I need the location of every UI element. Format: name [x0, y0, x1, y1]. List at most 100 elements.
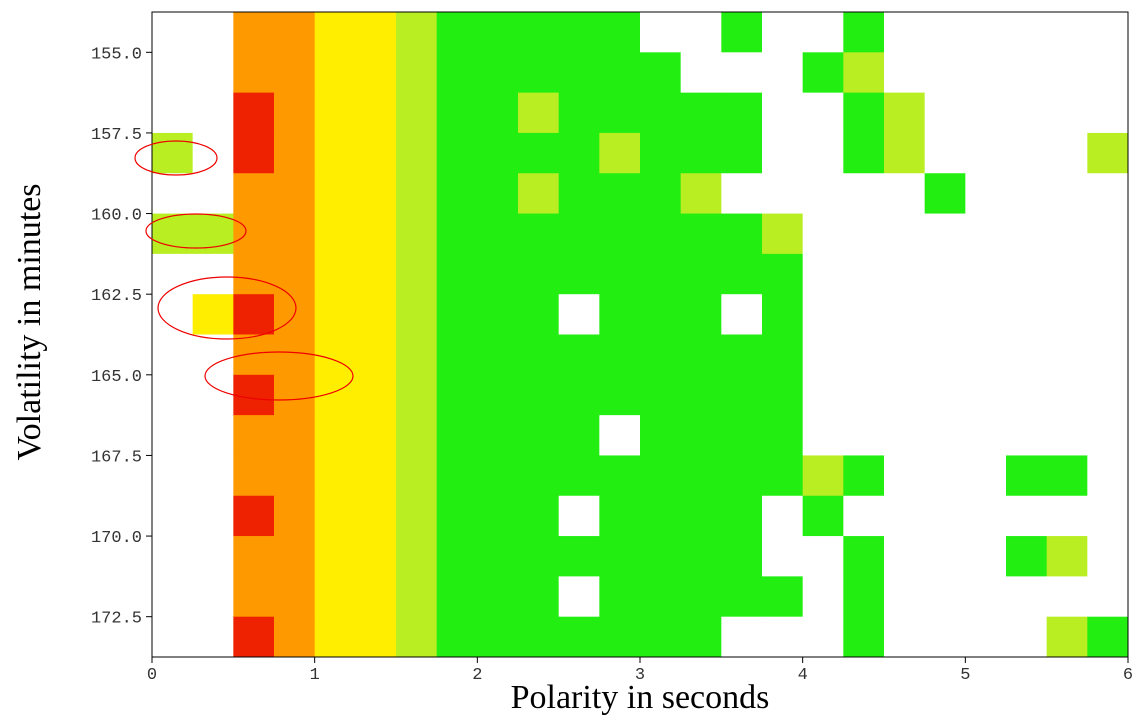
heatmap-cell	[802, 334, 844, 376]
heatmap-cell	[558, 132, 600, 174]
heatmap-cell	[436, 173, 478, 215]
heatmap-cell	[233, 334, 275, 376]
heatmap-cell	[436, 334, 478, 376]
heatmap-cell	[274, 536, 316, 577]
heatmap-cell	[436, 132, 478, 174]
heatmap-cell	[802, 576, 844, 618]
heatmap-cell	[762, 92, 804, 134]
y-tick-label: 167.5	[91, 448, 142, 467]
heatmap-cell	[233, 132, 275, 174]
heatmap-cell	[802, 253, 844, 295]
heatmap-cell	[355, 374, 397, 416]
heatmap-cell	[558, 92, 600, 134]
heatmap-cell	[1046, 132, 1088, 174]
heatmap-cell	[558, 495, 600, 537]
heatmap-cell	[477, 253, 519, 295]
heatmap-cell	[518, 495, 560, 537]
heatmap-cell	[884, 213, 926, 255]
heatmap-cell	[518, 415, 560, 456]
highlight-ellipse	[134, 140, 218, 176]
heatmap-cell	[558, 173, 600, 215]
heatmap-cell	[233, 495, 275, 537]
heatmap-cell	[558, 415, 600, 456]
heatmap-cell	[640, 253, 682, 295]
heatmap-cell	[965, 334, 1007, 376]
heatmap-cell	[843, 92, 885, 134]
heatmap-cell	[436, 495, 478, 537]
heatmap-cell	[436, 576, 478, 618]
x-tick-label: 0	[147, 666, 157, 685]
heatmap-cell	[843, 536, 885, 577]
heatmap-cell	[152, 536, 194, 577]
heatmap-cell	[355, 132, 397, 174]
heatmap-cell	[233, 294, 275, 335]
heatmap-cell	[558, 253, 600, 295]
heatmap-cell	[924, 455, 966, 497]
x-tick-label: 2	[472, 666, 482, 685]
heatmap-cell	[1006, 374, 1048, 416]
heatmap-cell	[233, 12, 275, 53]
heatmap-cell	[721, 415, 763, 456]
heatmap-cell	[599, 576, 641, 618]
x-axis-label: Polarity in seconds	[511, 679, 770, 716]
heatmap-cell	[965, 294, 1007, 335]
heatmap-cell	[436, 52, 478, 94]
heatmap-cell	[152, 173, 194, 215]
highlight-ellipse	[157, 276, 297, 340]
heatmap-cell	[355, 455, 397, 497]
heatmap-cell	[233, 52, 275, 94]
heatmap-cell	[314, 92, 356, 134]
heatmap-cell	[274, 52, 316, 94]
heatmap-cell	[640, 173, 682, 215]
heatmap-cell	[802, 374, 844, 416]
heatmap-cell	[965, 495, 1007, 537]
heatmap-cell	[436, 92, 478, 134]
heatmap-cell	[477, 334, 519, 376]
heatmap-cell	[965, 52, 1007, 94]
heatmap-cell	[436, 374, 478, 416]
x-tick-label: 1	[310, 666, 320, 685]
heatmap-cell	[599, 455, 641, 497]
heatmap-cell	[1006, 616, 1048, 658]
heatmap-cell	[233, 213, 275, 255]
heatmap-cell	[314, 576, 356, 618]
heatmap-cell	[518, 294, 560, 335]
x-tick-label: 6	[1123, 666, 1132, 685]
heatmap-cell	[721, 213, 763, 255]
y-tick-label: 162.5	[91, 287, 142, 306]
heatmap-cell	[802, 294, 844, 335]
heatmap-cell	[355, 334, 397, 376]
heatmap-cell	[762, 253, 804, 295]
heatmap-cell	[924, 576, 966, 618]
heatmap-cell	[1046, 294, 1088, 335]
heatmap-cell	[1087, 173, 1129, 215]
heatmap-cell	[477, 52, 519, 94]
heatmap-cell	[518, 12, 560, 53]
heatmap-cell	[680, 173, 722, 215]
heatmap-cell	[233, 536, 275, 577]
heatmap-cell	[274, 253, 316, 295]
heatmap-cell	[274, 495, 316, 537]
heatmap-cell	[599, 294, 641, 335]
heatmap-cell	[355, 415, 397, 456]
heatmap-cell	[192, 334, 234, 376]
heatmap-cell	[680, 334, 722, 376]
heatmap-cell	[396, 415, 438, 456]
heatmap-cell	[518, 536, 560, 577]
heatmap-cell	[680, 253, 722, 295]
heatmap-cell	[477, 294, 519, 335]
heatmap-cell	[1087, 415, 1129, 456]
heatmap-cell	[274, 616, 316, 658]
heatmap-cell	[884, 495, 926, 537]
heatmap-cell	[680, 92, 722, 134]
heatmap-cell	[1087, 536, 1129, 577]
heatmap-cell	[762, 536, 804, 577]
heatmap-cell	[152, 92, 194, 134]
heatmap-cell	[640, 495, 682, 537]
heatmap-cell	[762, 374, 804, 416]
x-tick-label: 4	[798, 666, 808, 685]
heatmap-cell	[965, 12, 1007, 53]
heatmap-cell	[192, 576, 234, 618]
heatmap-cell	[802, 213, 844, 255]
heatmap-cell	[721, 495, 763, 537]
